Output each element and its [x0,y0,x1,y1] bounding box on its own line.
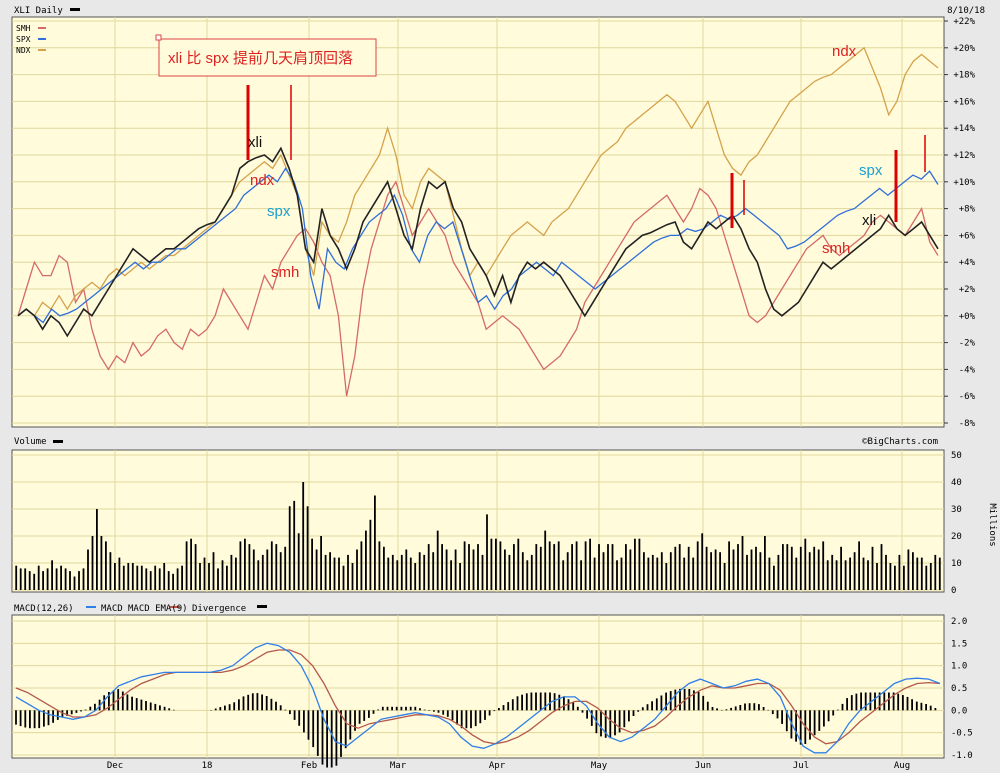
chart-title: XLI Daily [14,6,63,16]
legend: SMH SPX NDX [16,24,46,55]
legend-spx: SPX [16,35,31,44]
red-markers [246,85,926,228]
x-axis-month-label: Aug [894,761,910,771]
macd-title: MACD(12,26) [14,604,74,614]
chart-date: 8/10/18 [947,6,985,16]
volume-units: Millions [987,503,997,546]
macd-y-tick-label: 0.0 [951,706,967,716]
price-y-tick-label: +10% [953,178,975,188]
x-axis-month-label: Mar [390,761,407,771]
macd-plot-area [11,614,945,759]
macd-y-tick-label: -1.0 [951,751,973,761]
macd-ema-line [15,649,941,745]
price-plot-area [11,16,945,428]
volume-y-tick-label: 0 [951,586,956,596]
volume-dash [53,440,63,443]
price-y-tick-label: +14% [953,124,975,134]
volume-header [12,433,944,447]
series-labels: xli ndx spx smh ndx spx xli smh [248,43,883,281]
x-axis-month-label: 18 [202,761,213,771]
price-y-tick-label: +2% [959,285,976,295]
annotation-note: xli 比 spx 提前几天肩顶回落 [168,50,353,67]
price-y-tick-label: +8% [959,205,976,215]
label-spx-2: spx [859,162,883,179]
price-y-axis: +22% +20% +18% +16% +14% +12% +10% +8% +6% +4% +2%… [944,17,976,429]
macd-lines [15,642,941,754]
volume-panel: Volume ©BigCharts.com 50 40 30 20 10 0 Millio… [11,433,997,596]
price-y-tick-label: -2% [959,339,976,349]
label-smh-1: smh [271,264,299,281]
series-line-spx [17,167,939,324]
macd-div-swatch [257,605,267,608]
price-y-tick-label: +16% [953,97,975,107]
macd-panel: MACD(12,26) MACD MACD EMA(9) Divergence … [11,604,973,768]
volume-y-tick-label: 30 [951,505,962,515]
macd-y-tick-label: 0.5 [951,684,967,694]
x-axis-month-label: Dec [107,761,123,771]
price-y-tick-label: +12% [953,151,975,161]
macd-y-tick-label: 2.0 [951,617,967,627]
x-axis-month-label: Jun [695,761,711,771]
price-series [17,46,939,397]
label-ndx-2: ndx [832,43,857,60]
x-axis-month-label: Feb [301,761,317,771]
price-y-tick-label: +0% [959,312,976,322]
price-y-tick-label: +22% [953,17,975,27]
x-axis-month-label: Jul [793,761,809,771]
volume-title: Volume [14,437,47,447]
series-line-xli [17,146,939,338]
price-y-tick-label: +4% [959,258,976,268]
macd-divergence-bars [15,688,937,768]
volume-y-tick-label: 20 [951,532,962,542]
label-xli-2: xli [862,212,876,229]
legend-smh: SMH [16,24,31,33]
volume-y-tick-label: 10 [951,559,962,569]
macd-div-label: Divergence [192,604,246,614]
legend-ndx: NDX [16,46,31,55]
price-y-tick-label: -6% [959,392,976,402]
macd-gridlines [12,615,944,758]
volume-y-tick-label: 50 [951,451,962,461]
price-y-tick-label: +6% [959,231,976,241]
price-y-tick-label: -8% [959,419,976,429]
price-y-tick-label: +20% [953,44,975,54]
x-axis-months: Dec 18 Feb Mar Apr May Jun Jul Aug [107,761,910,771]
volume-credit: ©BigCharts.com [862,437,938,447]
macd-ema-label: MACD EMA(9) [128,604,188,614]
label-smh-2: smh [822,240,850,257]
title-dash [70,8,80,11]
x-axis-month-label: May [591,761,608,771]
x-axis-month-label: Apr [489,761,506,771]
price-gridlines [12,17,944,427]
macd-line-label: MACD [101,604,123,614]
macd-y-tick-label: 1.5 [951,639,967,649]
annotation-frame [158,38,377,77]
label-spx-1: spx [267,203,291,220]
macd-y-tick-label: 1.0 [951,662,967,672]
macd-line [15,642,941,754]
annotation-handle [155,34,162,41]
volume-bars [15,482,941,590]
label-ndx-1: ndx [250,172,275,189]
label-xli-1: xli [248,134,262,151]
price-y-tick-label: +18% [953,71,975,81]
macd-y-tick-label: -0.5 [951,729,973,739]
price-y-tick-label: -4% [959,365,976,375]
annotation-box: xli 比 spx 提前几天肩顶回落 [155,34,377,77]
volume-y-tick-label: 40 [951,478,962,488]
macd-y-axis: 2.0 1.5 1.0 0.5 0.0 -0.5 -1.0 [951,617,973,761]
volume-y-axis: 50 40 30 20 10 0 [951,451,962,596]
